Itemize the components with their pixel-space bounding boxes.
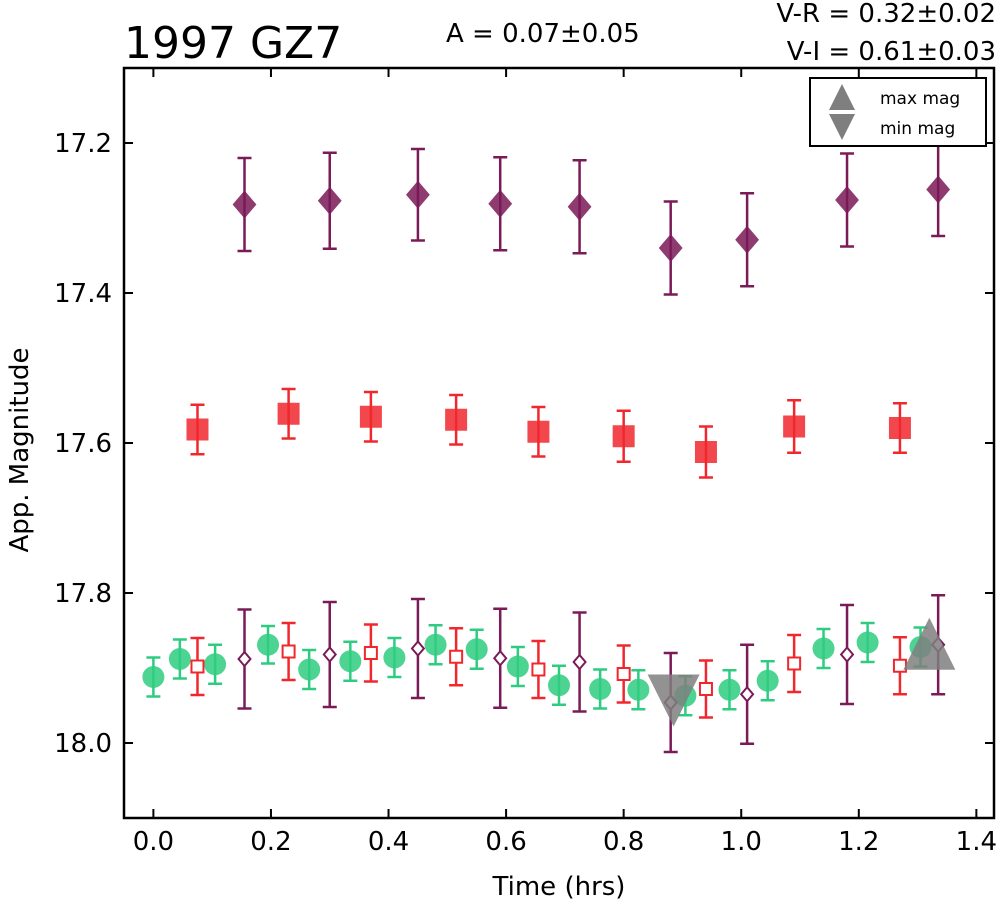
- circle-marker: [257, 633, 280, 656]
- plot-series: [142, 141, 956, 754]
- circle-marker: [856, 631, 879, 654]
- square-marker: [694, 441, 717, 463]
- circle-marker: [424, 633, 447, 656]
- diamond-marker: [735, 225, 760, 254]
- square-marker: [186, 418, 209, 441]
- open-diamond-marker: [572, 653, 587, 671]
- legend: max mag min mag: [809, 77, 987, 147]
- circle-marker: [339, 650, 362, 673]
- circle-marker: [627, 678, 650, 701]
- color-index-vi: V-I = 0.61±0.03: [787, 37, 996, 67]
- open-square-marker: [616, 667, 631, 681]
- diamond-marker: [317, 186, 342, 215]
- open-square-marker: [787, 656, 802, 671]
- legend-box: [809, 77, 987, 147]
- y-tick-label: 17.8: [54, 579, 112, 609]
- open-diamond-marker: [739, 685, 755, 703]
- x-tick-label: 0.4: [368, 827, 409, 857]
- circle-marker: [812, 637, 835, 660]
- open-diamond-marker: [410, 639, 426, 658]
- diamond-marker: [658, 234, 683, 262]
- max-mag-triangle: [903, 617, 956, 670]
- square-marker: [612, 425, 635, 448]
- open-square-marker: [698, 682, 713, 696]
- square-marker: [888, 417, 911, 439]
- circle-marker: [168, 648, 191, 670]
- legend-min-label: min mag: [880, 119, 955, 139]
- circle-marker: [465, 638, 488, 661]
- x-tick-label: 0.8: [603, 827, 644, 857]
- y-tick-label: 18.0: [54, 729, 112, 759]
- y-tick-label: 17.4: [54, 279, 112, 309]
- circle-marker: [298, 658, 321, 681]
- circle-marker: [506, 655, 529, 678]
- diamond-marker: [406, 180, 430, 209]
- max-mag-legend-icon: [829, 84, 855, 110]
- diamond-marker: [835, 186, 859, 214]
- axis-ticks: 0.0 0.2 0.4 0.6 0.8 1.0 1.2 1.4 17.2 17.4 17.6 17.8…: [54, 68, 997, 857]
- open-diamond-marker: [322, 645, 338, 664]
- x-tick-label: 0.6: [485, 827, 526, 857]
- x-axis-label: Time (hrs): [492, 872, 626, 901]
- circle-marker: [142, 666, 165, 688]
- min-mag-triangle: [647, 674, 700, 727]
- square-marker: [359, 405, 382, 428]
- square-marker: [445, 408, 468, 431]
- open-square-marker: [531, 662, 546, 677]
- circle-marker: [589, 678, 612, 700]
- chart-title: 1997 GZ7: [124, 18, 342, 69]
- circle-marker: [756, 669, 779, 692]
- circle-marker: [383, 646, 406, 669]
- open-square-marker: [449, 649, 464, 664]
- circle-marker: [548, 674, 570, 697]
- diamond-marker: [232, 190, 257, 219]
- open-diamond-marker: [839, 645, 855, 664]
- diamond-marker: [488, 189, 513, 218]
- x-tick-label: 1.2: [838, 827, 879, 857]
- y-tick-label: 17.2: [54, 129, 112, 159]
- color-index-vr: V-R = 0.32±0.02: [776, 0, 996, 29]
- y-axis-label: App. Magnitude: [5, 347, 35, 552]
- square-marker: [783, 415, 806, 438]
- open-square-marker: [892, 658, 907, 673]
- y-tick-label: 17.6: [54, 429, 112, 459]
- x-tick-label: 1.0: [721, 827, 762, 857]
- min-mag-legend-icon: [829, 114, 855, 140]
- amplitude-label: A = 0.07±0.05: [446, 19, 640, 49]
- diamond-marker: [926, 175, 951, 204]
- legend-max-label: max mag: [880, 89, 960, 109]
- open-diamond-marker: [237, 650, 252, 668]
- circle-marker: [204, 653, 227, 676]
- square-marker: [277, 402, 300, 425]
- x-tick-label: 0.0: [133, 827, 174, 857]
- open-square-marker: [190, 659, 205, 674]
- x-tick-label: 0.2: [250, 827, 291, 857]
- square-marker: [527, 420, 550, 443]
- circle-marker: [718, 678, 741, 701]
- open-square-marker: [363, 646, 378, 660]
- plot-frame: [122, 66, 996, 820]
- diamond-marker: [567, 192, 592, 221]
- open-diamond-marker: [492, 649, 508, 667]
- x-tick-label: 1.4: [956, 827, 997, 857]
- open-square-marker: [281, 644, 296, 659]
